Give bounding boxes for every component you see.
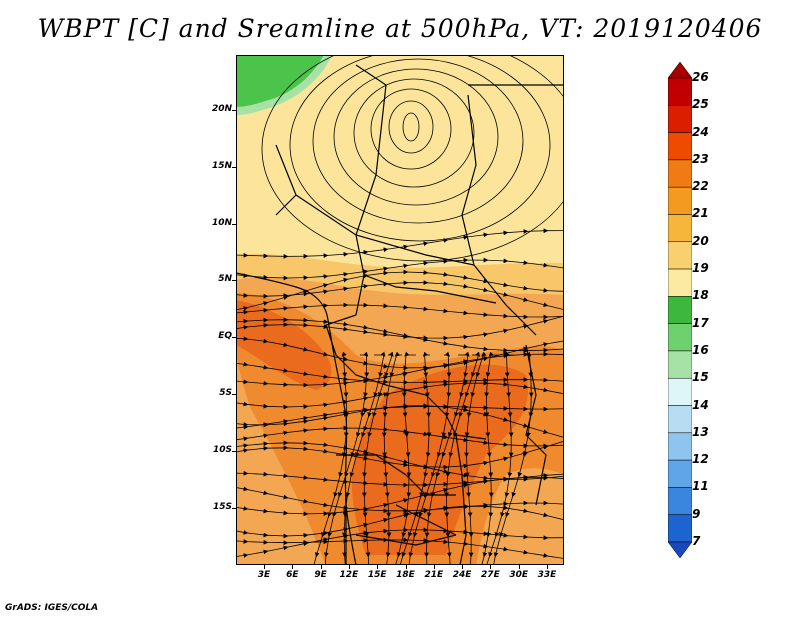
streamline bbox=[381, 351, 402, 565]
colorbar-label-22: 22 bbox=[692, 179, 709, 194]
lat-label-15n: 15N bbox=[211, 160, 232, 171]
lat-tick bbox=[232, 110, 236, 111]
colorbar-label-13: 13 bbox=[692, 424, 709, 439]
lat-tick bbox=[232, 394, 236, 395]
streamline bbox=[236, 228, 564, 259]
lon-label-3e: 3E bbox=[257, 570, 271, 580]
lat-label-5s: 5S bbox=[219, 388, 232, 398]
colorbar-segment bbox=[668, 268, 692, 297]
colorbar-label-17: 17 bbox=[692, 315, 709, 330]
lon-label-33e: 33E bbox=[537, 570, 557, 580]
colorbar-segment bbox=[668, 377, 692, 406]
lon-label-18e: 18E bbox=[396, 570, 415, 580]
lat-tick bbox=[232, 166, 236, 168]
lon-tick bbox=[264, 565, 265, 569]
streamline bbox=[236, 302, 564, 320]
colorbar-label-12: 12 bbox=[692, 452, 709, 467]
colorbar-segment bbox=[668, 105, 692, 133]
colorbar-segment bbox=[668, 405, 692, 434]
lat-label-10s: 10S bbox=[212, 444, 232, 455]
colorbar-label-11: 11 bbox=[692, 479, 709, 494]
grads-credit: GrADS: IGES/COLA bbox=[5, 603, 99, 613]
lon-label-15e: 15E bbox=[367, 570, 387, 580]
colorbar-segment bbox=[668, 186, 692, 215]
colorbar-segment bbox=[668, 514, 692, 543]
lat-label-15s: 15S bbox=[212, 501, 232, 512]
colorbar-label-20: 20 bbox=[692, 233, 709, 248]
colorbar-bottom-arrow bbox=[668, 541, 692, 558]
lat-tick bbox=[232, 223, 236, 225]
colorbar-label-19: 19 bbox=[692, 261, 709, 276]
colorbar-segment bbox=[668, 132, 692, 161]
chart-title: WBPT [C] and Sreamline at 500hPa, VT: 20… bbox=[37, 14, 763, 43]
lon-tick bbox=[462, 565, 464, 569]
lat-tick bbox=[232, 280, 236, 282]
lon-tick bbox=[547, 565, 548, 569]
lon-label-9e: 9E bbox=[314, 570, 327, 580]
lon-label-12e: 12E bbox=[339, 570, 359, 580]
colorbar-segment bbox=[668, 350, 692, 379]
colorbar-segment bbox=[668, 296, 692, 324]
colorbar-segment bbox=[668, 241, 692, 270]
streamline bbox=[464, 351, 487, 565]
colorbar-label-7: 7 bbox=[692, 534, 701, 548]
colorbar-label-23: 23 bbox=[692, 151, 709, 166]
map-frame bbox=[236, 55, 564, 565]
colorbar-segment bbox=[668, 214, 692, 243]
colorbar-label-15: 15 bbox=[692, 370, 709, 385]
colorbar-label-18: 18 bbox=[692, 288, 709, 303]
colorbar-segment bbox=[668, 432, 692, 461]
colorbar-top-arrow bbox=[668, 62, 692, 79]
lon-label-21e: 21E bbox=[424, 570, 444, 580]
colorbar-segment bbox=[668, 77, 692, 106]
lat-label-eq: EQ bbox=[218, 331, 232, 342]
lon-tick bbox=[405, 565, 407, 569]
map-panel bbox=[236, 55, 564, 565]
lon-tick bbox=[433, 565, 435, 569]
green-17-northwest bbox=[236, 55, 324, 107]
lat-label-10n: 10N bbox=[211, 217, 232, 228]
lon-label-27e: 27E bbox=[481, 570, 500, 580]
lat-label-20n: 20N bbox=[211, 104, 232, 114]
lon-tick bbox=[320, 565, 322, 569]
country-borders bbox=[275, 64, 564, 565]
colorbar-label-16: 16 bbox=[692, 342, 709, 357]
colorbar-label-21: 21 bbox=[692, 206, 709, 221]
lat-tick bbox=[232, 337, 236, 339]
colorbar-label-26: 26 bbox=[692, 70, 709, 84]
streamline bbox=[236, 315, 564, 341]
lon-label-30e: 30E bbox=[509, 570, 529, 580]
lon-tick bbox=[518, 565, 520, 569]
lon-label-6e: 6E bbox=[286, 570, 299, 580]
lon-tick bbox=[292, 565, 294, 569]
colorbar-label-25: 25 bbox=[692, 97, 709, 112]
colorbar-label-24: 24 bbox=[692, 124, 709, 139]
colorbar-segment bbox=[668, 159, 692, 188]
coastline bbox=[236, 272, 357, 565]
lat-tick bbox=[232, 507, 236, 509]
colorbar-segment bbox=[668, 487, 692, 515]
lat-tick bbox=[232, 450, 236, 452]
colorbar-segment bbox=[668, 323, 692, 352]
map-plot bbox=[236, 55, 564, 565]
lat-label-5n: 5N bbox=[218, 274, 232, 285]
lon-label-24e: 24E bbox=[452, 570, 472, 580]
lon-tick bbox=[377, 565, 379, 569]
streamline bbox=[493, 351, 534, 565]
lon-tick bbox=[490, 565, 492, 569]
lon-tick bbox=[348, 565, 350, 569]
colorbar-segment bbox=[668, 459, 692, 488]
colorbar-label-9: 9 bbox=[692, 506, 701, 521]
colorbar-label-14: 14 bbox=[692, 397, 709, 412]
colorbar bbox=[668, 62, 692, 558]
